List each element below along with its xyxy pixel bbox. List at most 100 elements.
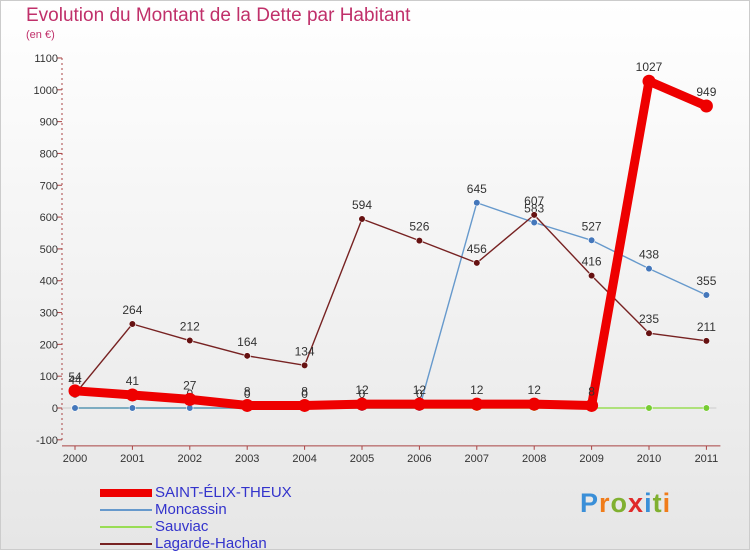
y-tick-label: 200 (40, 339, 58, 351)
data-point (527, 397, 541, 411)
data-point (587, 236, 596, 244)
data-label: 8 (301, 384, 308, 398)
legend-swatch (100, 509, 152, 511)
logo-letter: o (610, 488, 629, 518)
data-point (71, 404, 79, 412)
data-point (699, 99, 713, 113)
x-tick-label: 2002 (178, 453, 202, 465)
data-point (702, 291, 711, 299)
data-point (645, 265, 653, 273)
data-point (240, 398, 254, 412)
data-label: 527 (582, 219, 602, 233)
data-label: 8 (588, 384, 595, 398)
y-tick-label: 800 (40, 148, 58, 160)
logo-letter: r (599, 488, 611, 518)
series-lagarde-hachan: 44 264 212 164 134 594 526 456 607 416 235 211 (68, 194, 716, 398)
data-label: 12 (470, 383, 484, 397)
data-point (183, 392, 197, 406)
logo-letter: i (662, 488, 672, 518)
data-label: 0 (244, 387, 251, 401)
data-label: 594 (352, 198, 372, 212)
data-point (412, 397, 426, 411)
data-label: 27 (183, 378, 197, 392)
data-label: 0 (416, 387, 423, 401)
y-tick-label: 500 (40, 244, 58, 256)
data-point (702, 337, 711, 345)
data-label: 416 (582, 255, 602, 269)
data-point (128, 320, 136, 328)
data-label: 355 (696, 274, 716, 288)
data-label: 526 (409, 220, 429, 234)
x-tick-label: 2005 (350, 453, 374, 465)
x-tick-label: 2003 (235, 453, 259, 465)
data-point (355, 397, 369, 411)
data-point (473, 259, 481, 267)
data-label: 949 (696, 85, 716, 99)
legend-swatch (100, 526, 152, 528)
data-point (125, 388, 139, 402)
x-tick-label: 2001 (120, 453, 144, 465)
legend-swatch (100, 543, 152, 545)
x-tick-label: 2011 (695, 453, 719, 465)
legend-label: SAINT-ÉLIX-THEUX (155, 484, 292, 501)
data-point (645, 404, 653, 412)
data-point (243, 352, 251, 360)
y-tick-label: 1100 (34, 53, 58, 65)
y-tick-label: 0 (52, 403, 58, 415)
data-label: 41 (126, 374, 140, 388)
data-point (358, 215, 366, 223)
data-label: 12 (355, 383, 369, 397)
data-label: 212 (180, 320, 200, 334)
data-point (68, 384, 82, 398)
data-point (128, 404, 136, 412)
data-label: 44 (68, 373, 82, 387)
chart-title: Evolution du Montant de la Dette par Hab… (26, 5, 411, 26)
legend-label: Moncassin (155, 501, 227, 518)
data-point (415, 237, 424, 245)
x-tick-label: 2007 (465, 453, 489, 465)
data-label: 645 (467, 182, 487, 196)
y-tick-label: -100 (36, 435, 58, 447)
legend-label: Lagarde-Hachan (155, 535, 267, 552)
x-tick-label: 2009 (579, 453, 603, 465)
data-label: 235 (639, 312, 659, 326)
data-label: 456 (467, 242, 487, 256)
data-label: 0 (359, 387, 366, 401)
data-label: 438 (639, 248, 659, 262)
proxiti-logo: Proxiti (580, 488, 671, 519)
data-point (585, 398, 599, 412)
data-label: 211 (697, 320, 716, 334)
data-point (186, 336, 194, 345)
x-tick-label: 2010 (637, 453, 661, 465)
logo-letter: x (628, 488, 645, 518)
series-saint-lix-theux: 54 41 27 8 8 12 12 12 12 8 1027 949 (68, 60, 717, 412)
data-point (298, 398, 312, 412)
series-line (74, 214, 708, 395)
data-point (702, 404, 711, 412)
data-label: 0 (301, 387, 308, 401)
legend-label: Sauviac (155, 518, 209, 535)
y-tick-label: 700 (40, 180, 58, 192)
chart-subtitle: (en €) (26, 29, 55, 41)
data-label: 134 (295, 344, 315, 358)
data-label: 12 (413, 383, 427, 397)
data-point (530, 218, 538, 227)
logo-letter: P (580, 488, 600, 518)
x-tick-label: 2000 (63, 453, 87, 465)
y-tick-label: 100 (40, 371, 58, 383)
series-moncassin: 0000000645583527438355 (71, 182, 717, 412)
series-line (70, 76, 711, 410)
data-point (530, 211, 538, 219)
y-tick-label: 600 (40, 212, 58, 224)
data-point (470, 397, 484, 411)
data-point (473, 199, 481, 207)
logo-letter: i (644, 488, 653, 518)
y-tick-label: 1000 (34, 85, 58, 97)
x-tick-label: 2004 (292, 453, 316, 465)
data-label: 8 (244, 384, 251, 398)
y-tick-label: 400 (40, 276, 58, 288)
x-tick-label: 2008 (522, 453, 546, 465)
logo-letter: t (652, 488, 663, 518)
